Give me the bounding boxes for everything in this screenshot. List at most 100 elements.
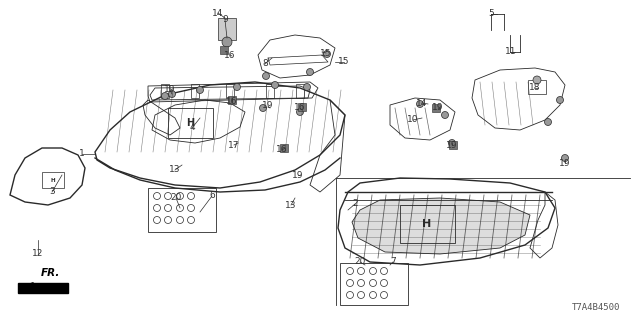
Circle shape [303,84,310,91]
Bar [296,84,304,98]
Text: 16: 16 [224,51,236,60]
Circle shape [164,193,172,199]
Bar [528,80,546,94]
Circle shape [381,279,387,286]
Text: H: H [51,178,55,182]
Text: 20: 20 [355,258,365,267]
Circle shape [164,204,172,212]
Circle shape [533,76,541,84]
Circle shape [358,279,365,286]
Circle shape [154,193,161,199]
Bar [266,84,274,98]
Bar [148,188,216,232]
Circle shape [369,268,376,275]
Text: H: H [186,118,194,128]
Circle shape [188,217,195,223]
Circle shape [177,193,184,199]
Circle shape [417,100,424,108]
Bar [161,84,169,98]
Circle shape [369,292,376,299]
Circle shape [381,268,387,275]
Bar [340,263,408,305]
Bar [298,103,306,111]
Text: 19: 19 [164,85,176,94]
Circle shape [449,140,456,147]
Circle shape [188,204,195,212]
Bar [218,18,236,40]
Bar [400,205,455,243]
Bar [432,104,440,112]
Circle shape [234,84,241,91]
Circle shape [188,193,195,199]
Text: 8: 8 [262,60,268,68]
Circle shape [161,92,168,100]
Circle shape [369,279,376,286]
Text: 19: 19 [432,103,444,113]
Bar [191,84,199,98]
Circle shape [296,108,303,116]
Text: 19: 19 [559,158,571,167]
Text: 10: 10 [407,116,419,124]
Text: 4: 4 [189,124,195,132]
Text: 15: 15 [339,58,349,67]
Circle shape [358,268,365,275]
Circle shape [307,68,314,76]
Text: 1: 1 [79,149,85,158]
Circle shape [545,118,552,125]
Circle shape [271,82,278,89]
Circle shape [164,217,172,223]
Text: 16: 16 [294,103,306,113]
Bar [220,46,228,54]
Text: 13: 13 [285,201,297,210]
Polygon shape [352,198,530,254]
Circle shape [346,292,353,299]
Circle shape [168,91,175,98]
Circle shape [381,292,387,299]
Bar [449,141,457,149]
Text: H: H [422,219,431,229]
Circle shape [557,97,563,103]
Circle shape [346,268,353,275]
Polygon shape [18,283,68,293]
Circle shape [177,204,184,212]
Circle shape [561,155,568,162]
Circle shape [323,51,330,58]
Circle shape [154,204,161,212]
Text: T7A4B4500: T7A4B4500 [572,303,620,312]
Text: 5: 5 [488,10,494,19]
Text: 14: 14 [212,9,224,18]
Bar [226,84,234,98]
Circle shape [196,86,204,93]
Circle shape [259,105,266,111]
Text: 15: 15 [320,49,332,58]
Circle shape [262,73,269,79]
Circle shape [222,37,232,47]
Text: 19: 19 [292,171,304,180]
Text: 11: 11 [505,47,516,57]
Circle shape [346,279,353,286]
Circle shape [442,111,449,118]
Text: 6: 6 [209,191,215,201]
Text: 16: 16 [276,146,288,155]
Text: 19: 19 [446,140,458,149]
Text: 2: 2 [352,199,358,209]
Bar [280,144,288,152]
Text: 18: 18 [529,84,541,92]
Text: 12: 12 [32,250,44,259]
Text: 19: 19 [262,101,274,110]
Text: 20: 20 [170,194,182,203]
Text: 7: 7 [390,258,396,267]
Text: FR.: FR. [40,268,60,278]
Circle shape [177,217,184,223]
Text: 17: 17 [228,140,240,149]
Text: 13: 13 [169,165,180,174]
Circle shape [358,292,365,299]
Text: 9: 9 [222,15,228,25]
Text: 16: 16 [227,98,237,107]
Text: 14: 14 [416,99,428,108]
Text: 3: 3 [49,188,55,196]
Bar [228,96,236,104]
Bar [168,108,213,138]
Bar [42,172,64,188]
Circle shape [154,217,161,223]
